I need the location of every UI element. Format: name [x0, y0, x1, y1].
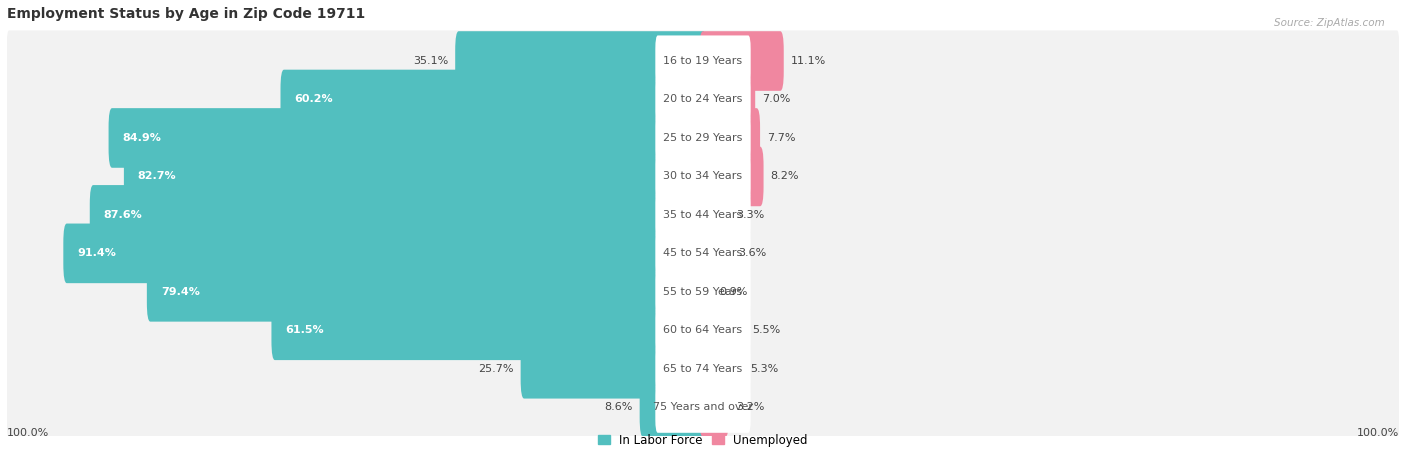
FancyBboxPatch shape — [7, 338, 1399, 399]
Text: 3.2%: 3.2% — [735, 402, 763, 412]
FancyBboxPatch shape — [700, 108, 761, 168]
Text: 84.9%: 84.9% — [122, 133, 162, 143]
FancyBboxPatch shape — [655, 112, 751, 164]
FancyBboxPatch shape — [7, 31, 1399, 92]
Text: 0.9%: 0.9% — [720, 287, 748, 297]
Text: 30 to 34 Years: 30 to 34 Years — [664, 171, 742, 181]
Text: 61.5%: 61.5% — [285, 325, 323, 335]
FancyBboxPatch shape — [520, 339, 706, 399]
FancyBboxPatch shape — [7, 69, 1399, 130]
Text: 60 to 64 Years: 60 to 64 Years — [664, 325, 742, 335]
FancyBboxPatch shape — [700, 70, 755, 129]
FancyBboxPatch shape — [456, 31, 706, 91]
Text: 87.6%: 87.6% — [104, 210, 142, 220]
FancyBboxPatch shape — [700, 31, 783, 91]
Text: 75 Years and over: 75 Years and over — [652, 402, 754, 412]
FancyBboxPatch shape — [655, 36, 751, 87]
Text: 25.7%: 25.7% — [478, 364, 513, 374]
Text: 7.7%: 7.7% — [768, 133, 796, 143]
FancyBboxPatch shape — [146, 262, 706, 322]
Text: 35.1%: 35.1% — [413, 56, 449, 66]
FancyBboxPatch shape — [655, 74, 751, 125]
FancyBboxPatch shape — [655, 343, 751, 394]
FancyBboxPatch shape — [124, 147, 706, 206]
Legend: In Labor Force, Unemployed: In Labor Force, Unemployed — [598, 434, 808, 446]
FancyBboxPatch shape — [90, 185, 706, 245]
Text: 35 to 44 Years: 35 to 44 Years — [664, 210, 742, 220]
Text: 100.0%: 100.0% — [7, 428, 49, 438]
FancyBboxPatch shape — [7, 223, 1399, 284]
Text: 3.6%: 3.6% — [738, 249, 766, 258]
FancyBboxPatch shape — [655, 228, 751, 279]
Text: 79.4%: 79.4% — [160, 287, 200, 297]
FancyBboxPatch shape — [108, 108, 706, 168]
Text: 16 to 19 Years: 16 to 19 Years — [664, 56, 742, 66]
FancyBboxPatch shape — [7, 377, 1399, 438]
FancyBboxPatch shape — [63, 224, 706, 283]
Text: 5.5%: 5.5% — [752, 325, 780, 335]
FancyBboxPatch shape — [700, 300, 745, 360]
FancyBboxPatch shape — [700, 377, 728, 437]
Text: 8.2%: 8.2% — [770, 171, 799, 181]
Text: 20 to 24 Years: 20 to 24 Years — [664, 95, 742, 105]
FancyBboxPatch shape — [700, 185, 730, 245]
FancyBboxPatch shape — [7, 184, 1399, 245]
FancyBboxPatch shape — [655, 151, 751, 202]
FancyBboxPatch shape — [7, 107, 1399, 169]
FancyBboxPatch shape — [700, 224, 731, 283]
FancyBboxPatch shape — [280, 70, 706, 129]
FancyBboxPatch shape — [7, 300, 1399, 361]
Text: 8.6%: 8.6% — [605, 402, 633, 412]
Text: 55 to 59 Years: 55 to 59 Years — [664, 287, 742, 297]
Text: 45 to 54 Years: 45 to 54 Years — [664, 249, 742, 258]
FancyBboxPatch shape — [7, 261, 1399, 322]
FancyBboxPatch shape — [700, 147, 763, 206]
Text: 25 to 29 Years: 25 to 29 Years — [664, 133, 742, 143]
Text: 100.0%: 100.0% — [1357, 428, 1399, 438]
Text: Source: ZipAtlas.com: Source: ZipAtlas.com — [1274, 18, 1385, 28]
Text: Employment Status by Age in Zip Code 19711: Employment Status by Age in Zip Code 197… — [7, 7, 366, 21]
FancyBboxPatch shape — [271, 300, 706, 360]
Text: 7.0%: 7.0% — [762, 95, 790, 105]
FancyBboxPatch shape — [640, 377, 706, 437]
Text: 5.3%: 5.3% — [751, 364, 779, 374]
FancyBboxPatch shape — [700, 262, 713, 322]
FancyBboxPatch shape — [655, 189, 751, 240]
Text: 3.3%: 3.3% — [737, 210, 765, 220]
FancyBboxPatch shape — [655, 382, 751, 433]
Text: 65 to 74 Years: 65 to 74 Years — [664, 364, 742, 374]
FancyBboxPatch shape — [700, 339, 744, 399]
FancyBboxPatch shape — [655, 305, 751, 356]
FancyBboxPatch shape — [7, 146, 1399, 207]
Text: 91.4%: 91.4% — [77, 249, 117, 258]
Text: 11.1%: 11.1% — [790, 56, 825, 66]
Text: 60.2%: 60.2% — [294, 95, 333, 105]
Text: 82.7%: 82.7% — [138, 171, 176, 181]
FancyBboxPatch shape — [655, 266, 751, 318]
